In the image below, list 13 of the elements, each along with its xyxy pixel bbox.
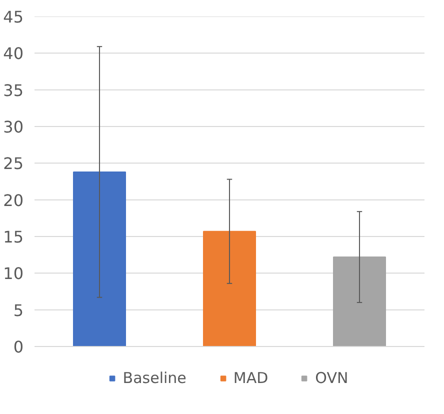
y-tick-label: 0 — [13, 338, 24, 356]
y-tick-label: 25 — [3, 154, 24, 174]
y-tick-label: 45 — [3, 8, 24, 26]
legend-label: Baseline — [122, 369, 186, 387]
y-tick-label: 30 — [3, 118, 24, 136]
y-tick-label: 5 — [13, 300, 24, 320]
y-tick-label: 20 — [3, 190, 24, 210]
y-tick-label: 35 — [3, 80, 24, 100]
y-tick-label: 40 — [3, 44, 24, 64]
y-tick-label: 10 — [3, 264, 24, 284]
legend-label: OVN — [315, 369, 348, 387]
legend-label: MAD — [233, 369, 268, 387]
y-tick-label: 15 — [3, 228, 24, 246]
